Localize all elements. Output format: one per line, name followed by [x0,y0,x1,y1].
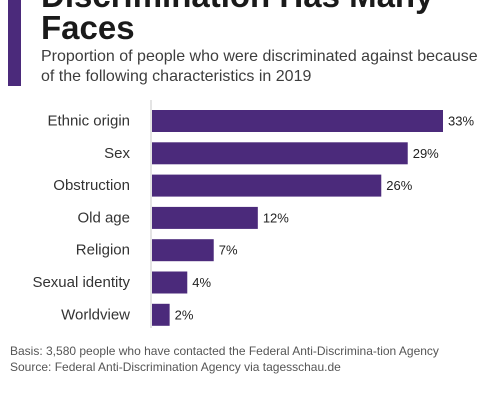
bar [152,142,408,165]
chart-title-line-1: Discrimination Has Many [41,0,433,14]
source-note: Source: Federal Anti-Discrimination Agen… [10,359,341,374]
value-label: 26% [386,178,412,193]
bar [152,206,258,229]
category-label: Obstruction [53,177,130,194]
bar [152,239,214,262]
value-label: 12% [263,210,289,225]
basis-note: Basis: 3,580 people who have contacted t… [10,344,439,358]
value-label: 33% [448,114,474,129]
bar [152,303,170,326]
title-accent-bar [8,0,21,86]
category-label: Old age [77,209,130,226]
category-label: Sexual identity [32,274,130,291]
bar [152,174,382,197]
category-label: Worldview [61,306,130,323]
value-label: 29% [413,146,439,161]
chart-subtitle: Proportion of people who were discrimina… [41,48,478,85]
category-label: Religion [76,242,130,259]
value-label: 2% [175,307,194,322]
category-label: Ethnic origin [47,113,130,130]
chart-title-line-2: Faces [41,9,135,46]
value-label: 7% [219,243,238,258]
chart-footnote: Basis: 3,580 people who have contacted t… [10,344,470,375]
bars-group: Ethnic origin 33% Sex 29% Obstruction 26% Old … [32,110,474,326]
category-label: Sex [104,145,130,162]
value-label: 4% [192,275,211,290]
bar [152,271,188,294]
bar-chart: Ethnic origin 33% Sex 29% Obstruction 26% Old … [32,100,474,328]
bar [152,110,443,132]
